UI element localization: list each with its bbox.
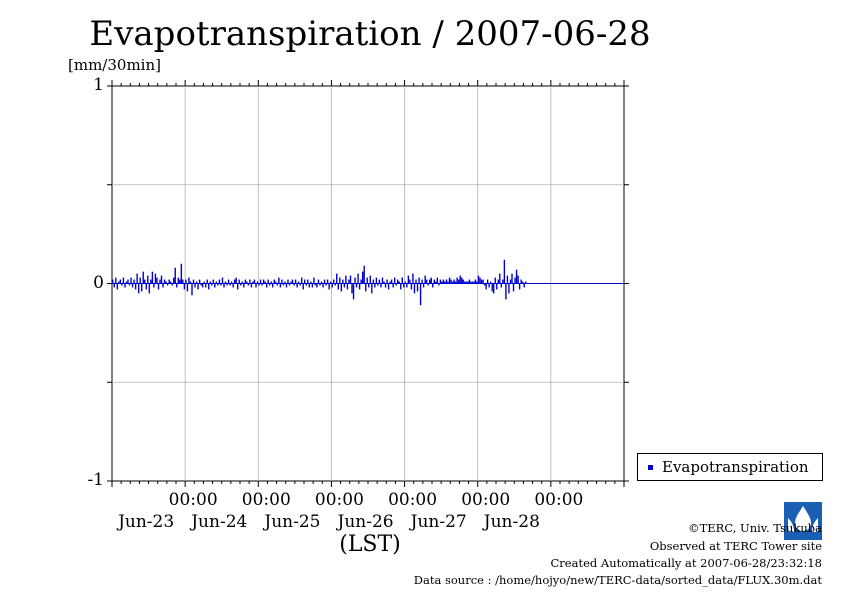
y-tick-label: -1 bbox=[87, 470, 104, 490]
x-tick-time-label: 00:00 bbox=[534, 490, 584, 510]
legend: Evapotranspiration bbox=[637, 453, 823, 481]
y-tick-label: 0 bbox=[93, 272, 104, 293]
x-tick-date-label: Jun-24 bbox=[191, 512, 248, 532]
y-axis-unit-label: [mm/30min] bbox=[68, 56, 161, 74]
y-tick-label: 1 bbox=[93, 75, 104, 95]
legend-marker bbox=[648, 465, 653, 470]
x-tick-time-label: 00:00 bbox=[314, 490, 364, 510]
x-tick-date-label: Jun-27 bbox=[410, 512, 467, 532]
footer-site: Observed at TERC Tower site bbox=[649, 539, 822, 553]
x-tick-date-label: Jun-28 bbox=[483, 512, 540, 532]
x-axis-label: (LST) bbox=[339, 532, 401, 557]
footer-copyright: ©TERC, Univ. Tsukuba bbox=[688, 521, 822, 535]
x-tick-date-label: Jun-26 bbox=[337, 512, 394, 532]
chart-title: Evapotranspiration / 2007-06-28 bbox=[89, 14, 651, 54]
terc-logo bbox=[784, 502, 822, 540]
x-tick-time-label: 00:00 bbox=[388, 490, 438, 510]
x-tick-time-label: 00:00 bbox=[241, 490, 291, 510]
legend-label: Evapotranspiration bbox=[662, 458, 809, 476]
x-tick-time-label: 00:00 bbox=[461, 490, 511, 510]
x-tick-date-label: Jun-25 bbox=[264, 512, 321, 532]
footer-created: Created Automatically at 2007-06-28/23:3… bbox=[550, 556, 823, 570]
x-tick-date-label: Jun-23 bbox=[118, 512, 175, 532]
x-tick-time-label: 00:00 bbox=[168, 490, 218, 510]
footer-source: Data source : /home/hojyo/new/TERC-data/… bbox=[413, 573, 822, 587]
